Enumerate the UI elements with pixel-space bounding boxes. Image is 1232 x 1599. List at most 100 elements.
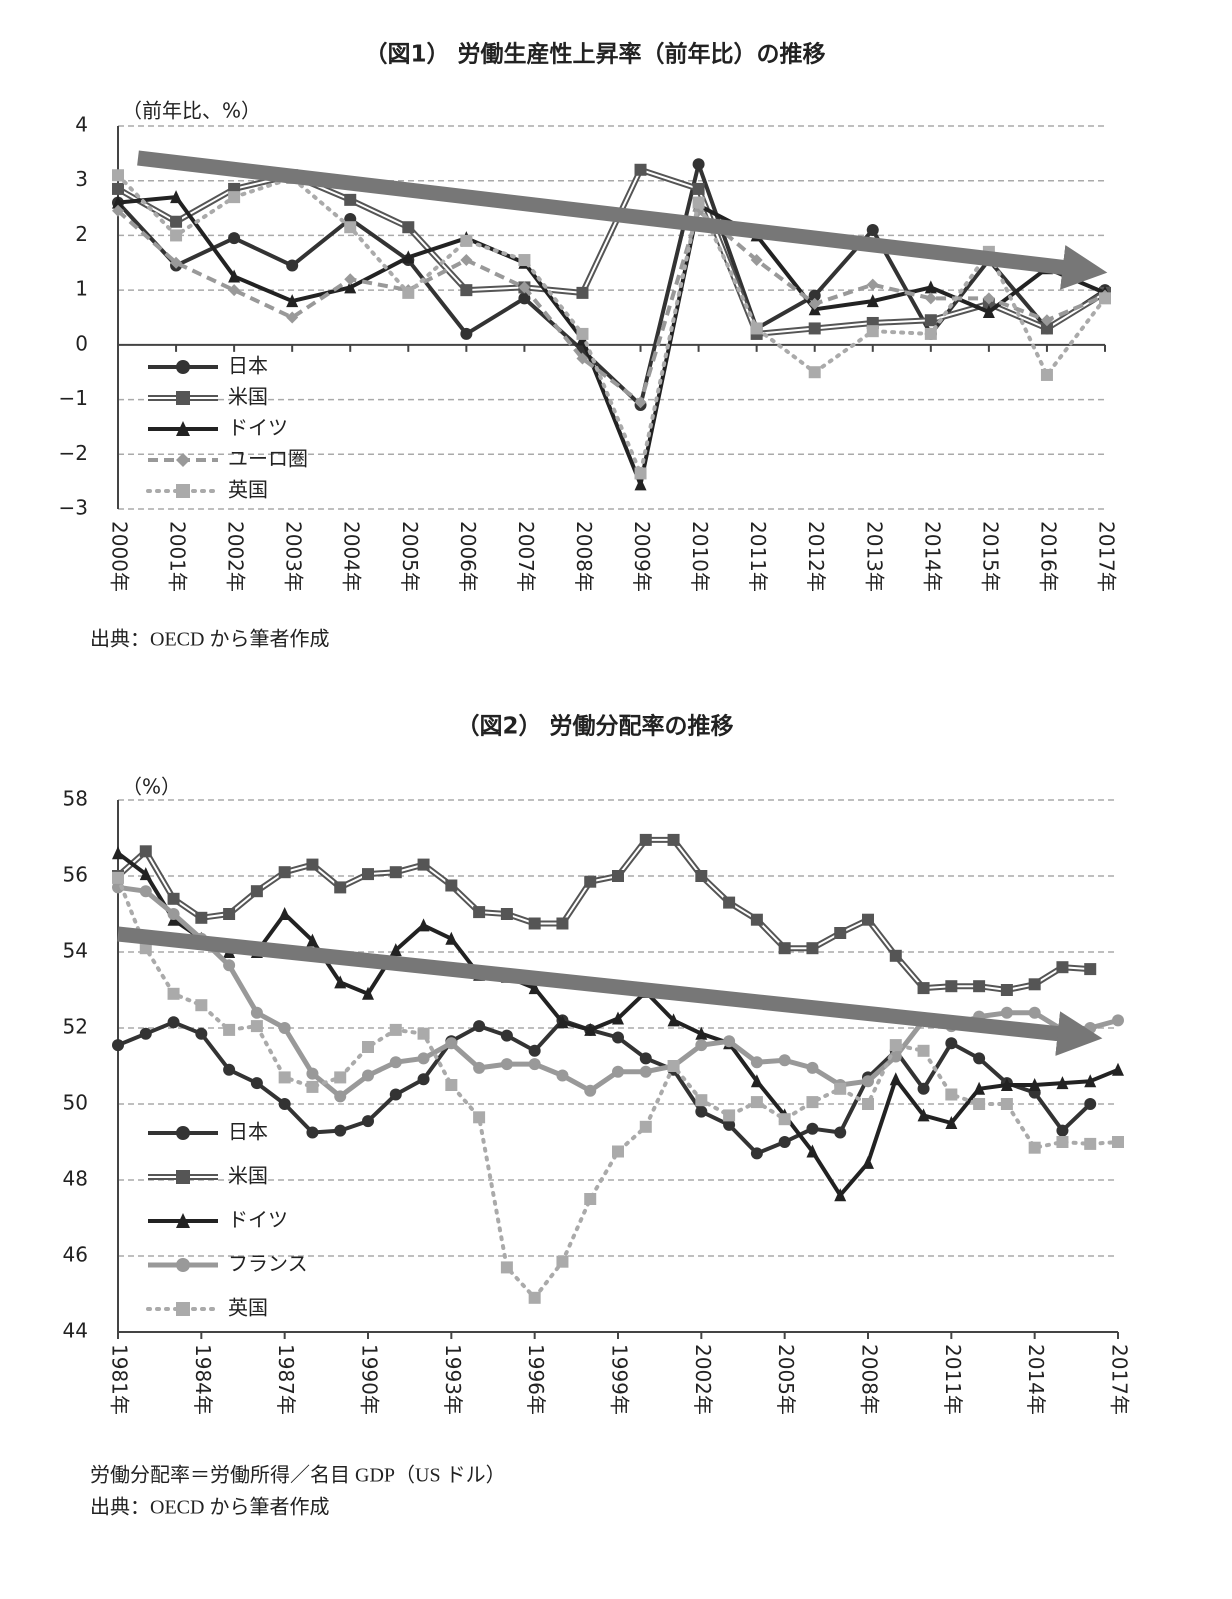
data-point [556, 917, 569, 930]
data-point [695, 870, 708, 882]
data-point [1000, 1006, 1013, 1019]
data-point [389, 1088, 402, 1101]
data-point [723, 896, 736, 909]
data-point [250, 1006, 263, 1019]
data-point [139, 885, 152, 898]
series-line-inner [117, 838, 1091, 992]
y-tick-label: 2 [75, 222, 88, 246]
data-point [695, 1094, 708, 1107]
data-point [389, 1056, 402, 1069]
data-point [862, 1075, 874, 1088]
data-point [750, 254, 763, 267]
legend-label: 米国 [228, 1164, 268, 1188]
x-tick-label: 2015年 [978, 521, 1002, 592]
source: 出典：OECD から筆者作成 [90, 628, 329, 651]
x-tick-label: 2008年 [572, 521, 596, 592]
data-point [334, 1071, 347, 1084]
data-point [982, 292, 995, 305]
data-point [500, 1029, 513, 1042]
data-point [889, 1072, 902, 1086]
data-point [278, 866, 291, 879]
data-point [528, 1058, 541, 1071]
y-tick-label: 52 [63, 1015, 88, 1039]
chart-title: （図1） 労働生産性上昇率（前年比）の推移 [364, 41, 825, 68]
x-tick-label: 2017年 [1108, 1344, 1132, 1415]
x-tick-label: 2014年 [920, 521, 944, 592]
data-point [389, 866, 402, 879]
x-tick-label: 2004年 [340, 521, 364, 592]
data-point [306, 1126, 319, 1139]
legend-marker [176, 1258, 190, 1272]
data-point [460, 327, 473, 340]
data-point [528, 917, 541, 930]
data-point [460, 234, 473, 247]
data-point [808, 297, 821, 310]
y-tick-label: 58 [63, 787, 88, 811]
series-line [116, 875, 1120, 1300]
data-point [1112, 1062, 1124, 1076]
source: 出典：OECD から筆者作成 [90, 1496, 329, 1519]
legend-marker [176, 1302, 190, 1316]
data-point [473, 1020, 486, 1033]
data-point [834, 1126, 847, 1139]
x-tick-label: 1996年 [524, 1344, 548, 1415]
data-point [576, 286, 589, 299]
chart-title: （図2） 労働分配率の推移 [456, 713, 733, 740]
data-point [1084, 1022, 1097, 1034]
data-point [286, 259, 299, 272]
data-point [445, 1037, 458, 1050]
data-point [1084, 1137, 1097, 1150]
data-point [639, 833, 652, 846]
y-tick-label: 46 [63, 1243, 88, 1267]
data-point [228, 232, 241, 245]
data-point [866, 278, 879, 291]
data-point [460, 284, 473, 297]
data-point [344, 280, 357, 294]
data-point [808, 289, 821, 302]
data-point [306, 1067, 319, 1080]
data-point [576, 327, 589, 340]
y-axis-label: （%） [122, 775, 181, 799]
data-point [402, 250, 415, 264]
data-point [112, 195, 124, 209]
data-point [286, 294, 299, 308]
data-point [750, 1074, 763, 1088]
data-point [612, 1065, 624, 1078]
data-point [806, 942, 819, 955]
data-point [286, 311, 299, 324]
data-point [945, 1116, 958, 1129]
series-line [116, 836, 1091, 994]
data-point [170, 190, 183, 204]
data-point [223, 959, 236, 972]
data-point [723, 1118, 736, 1131]
legend-marker [176, 1126, 190, 1140]
data-point [806, 1061, 819, 1074]
x-tick-label: 1999年 [608, 1344, 632, 1415]
data-point [667, 833, 680, 846]
data-point [500, 908, 513, 920]
y-tick-label: 44 [63, 1319, 88, 1343]
data-point [167, 987, 180, 1000]
data-point [634, 396, 647, 409]
data-point [417, 858, 430, 871]
data-point [195, 999, 208, 1012]
legend-label: 米国 [228, 385, 268, 409]
data-point [170, 215, 183, 228]
data-point [1000, 984, 1013, 996]
data-point [806, 1144, 819, 1158]
data-point [278, 1098, 291, 1110]
data-point [584, 1084, 597, 1097]
data-point [445, 931, 458, 945]
data-point [584, 875, 597, 888]
data-point [1028, 1006, 1041, 1019]
y-tick-label: 48 [63, 1167, 88, 1191]
data-point [692, 196, 705, 209]
x-tick-label: 1984年 [191, 1344, 215, 1415]
legend-label: 英国 [228, 1296, 268, 1320]
data-point [1000, 1098, 1013, 1110]
data-point [695, 1026, 708, 1040]
y-tick-label: −2 [59, 441, 88, 465]
data-point [634, 477, 647, 491]
data-point [806, 1096, 819, 1109]
